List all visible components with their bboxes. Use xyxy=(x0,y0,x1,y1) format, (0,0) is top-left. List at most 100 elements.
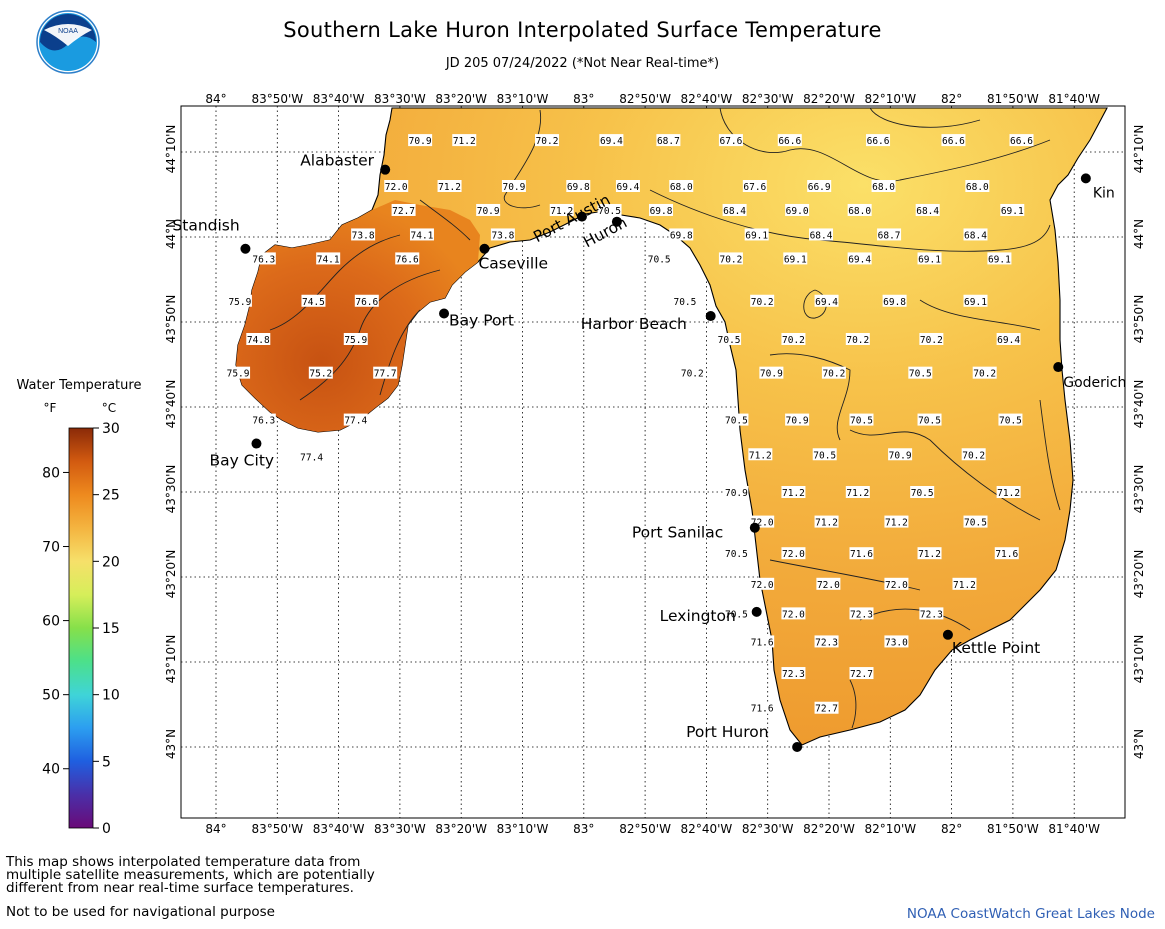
temperature-value-text: 68.7 xyxy=(657,136,680,147)
place-name: Bay Port xyxy=(449,312,514,330)
place-marker: Caseville xyxy=(478,243,548,273)
place-dot xyxy=(749,522,760,533)
legend-celsius-tick: 5 xyxy=(102,754,111,770)
isotherm-line xyxy=(299,269,441,401)
map-frame xyxy=(180,105,1126,819)
temperature-value: 69.1 xyxy=(783,252,808,265)
temperature-value: 70.9 xyxy=(888,448,913,461)
latitude-label: 44°10'N xyxy=(1132,125,1146,174)
place-dot xyxy=(479,243,490,254)
temperature-value: 69.1 xyxy=(987,252,1012,265)
place-name: Caseville xyxy=(478,255,548,273)
temperature-value: 70.5 xyxy=(812,448,837,461)
legend-fahrenheit-tick: 40 xyxy=(42,762,60,778)
temperature-value-text: 70.2 xyxy=(846,335,869,346)
temperature-value: 66.6 xyxy=(1009,134,1034,147)
temperature-value: 71.6 xyxy=(750,635,775,648)
map-subtitle: JD 205 07/24/2022 (*Not Near Real-time*) xyxy=(445,56,720,71)
temperature-value: 68.7 xyxy=(877,228,902,241)
place-dot xyxy=(611,216,622,227)
temperature-value: 71.2 xyxy=(996,486,1021,499)
latitude-label: 43°40'N xyxy=(1132,380,1146,429)
temperature-value: 70.2 xyxy=(961,448,986,461)
temperature-value: 66.6 xyxy=(866,134,891,147)
temperature-value: 75.2 xyxy=(308,366,333,380)
temperature-value-text: 69.8 xyxy=(650,206,673,217)
latitude-label: 43°50'N xyxy=(1132,295,1146,344)
temperature-value: 69.0 xyxy=(785,203,810,217)
latitude-label: 43°20'N xyxy=(1132,550,1146,599)
isotherm-line xyxy=(849,679,857,729)
temperature-value: 72.3 xyxy=(919,607,944,620)
temperature-value-text: 69.4 xyxy=(600,136,623,147)
temperature-value: 71.6 xyxy=(994,547,1019,560)
place-dot xyxy=(942,629,953,640)
longitude-label: 82°30'W xyxy=(742,822,794,836)
latitude-label: 43°30'N xyxy=(1132,465,1146,514)
temperature-value-text: 77.4 xyxy=(344,416,367,427)
temperature-value-text: 77.4 xyxy=(300,452,323,463)
place-dot xyxy=(1080,173,1091,184)
temperature-value-text: 70.5 xyxy=(725,416,748,427)
temperature-value-text: 72.3 xyxy=(850,609,873,620)
temperature-value: 76.6 xyxy=(395,252,420,265)
temperature-value-text: 68.0 xyxy=(872,182,895,193)
temperature-value-text: 74.1 xyxy=(411,230,434,241)
temperature-value: 69.1 xyxy=(1000,203,1025,217)
longitude-label: 81°50'W xyxy=(987,92,1039,106)
temperature-value-text: 77.7 xyxy=(374,369,397,380)
longitude-label: 84° xyxy=(205,92,226,106)
temperature-value-text: 69.1 xyxy=(784,254,807,265)
isotherm-line xyxy=(849,429,1041,521)
temperature-value-text: 68.0 xyxy=(966,182,989,193)
temperature-value: 68.0 xyxy=(847,203,872,217)
credit-link[interactable]: NOAA CoastWatch Great Lakes Node xyxy=(906,906,1155,922)
temperature-value-text: 72.7 xyxy=(392,206,415,217)
temperature-value: 68.4 xyxy=(809,228,834,241)
place-marker: Kin xyxy=(1080,173,1115,201)
isotherm-line xyxy=(649,189,1051,252)
temperature-value: 72.3 xyxy=(814,635,839,648)
temperature-value-text: 71.2 xyxy=(453,136,476,147)
temperature-value: 71.2 xyxy=(917,547,942,560)
temperature-value-text: 72.7 xyxy=(850,669,873,680)
temperature-value: 70.5 xyxy=(597,203,622,217)
temperature-value-text: 71.2 xyxy=(953,580,976,591)
temperature-value: 74.5 xyxy=(301,294,326,308)
temperature-value-text: 69.1 xyxy=(1001,206,1024,217)
temperature-value: 70.9 xyxy=(785,413,810,427)
temperature-value: 70.5 xyxy=(908,366,933,380)
place-name: Port Huron xyxy=(686,723,768,741)
isotherm-line xyxy=(1039,399,1061,511)
place-marker: Bay Port xyxy=(439,308,514,330)
temperature-value: 68.4 xyxy=(963,228,988,241)
temperature-value: 68.0 xyxy=(965,180,990,193)
longitude-label: 83°50'W xyxy=(251,822,303,836)
temperature-value: 68.0 xyxy=(669,180,694,193)
temperature-value-text: 69.1 xyxy=(918,254,941,265)
temperature-value-text: 69.4 xyxy=(616,182,639,193)
temperature-value-text: 71.2 xyxy=(997,488,1020,499)
temperature-value: 68.4 xyxy=(915,203,940,217)
latitude-label: 44°N xyxy=(1132,219,1146,249)
footnote-line: different from near real-time surface te… xyxy=(6,880,354,896)
temperature-value-text: 69.0 xyxy=(786,206,809,217)
temperature-value: 69.4 xyxy=(996,333,1021,346)
temperature-value: 68.0 xyxy=(871,180,896,193)
temperature-value-text: 68.4 xyxy=(916,206,939,217)
temperature-value: 76.6 xyxy=(354,294,379,308)
footnote-line: This map shows interpolated temperature … xyxy=(6,854,361,870)
temperature-value-text: 68.0 xyxy=(670,182,693,193)
temperature-value-text: 68.4 xyxy=(723,206,746,217)
place-name: Bay City xyxy=(209,452,274,470)
temperature-value: 72.0 xyxy=(781,547,806,560)
temperature-value: 66.6 xyxy=(777,134,802,147)
longitude-label: 83°40'W xyxy=(313,92,365,106)
temperature-value: 77.4 xyxy=(343,413,368,427)
longitude-label: 83°30'W xyxy=(374,822,426,836)
place-name: Standish xyxy=(172,217,239,235)
temperature-value: 71.2 xyxy=(452,134,477,147)
temperature-value-text: 75.9 xyxy=(344,335,367,346)
temperature-value-text: 70.5 xyxy=(999,416,1022,427)
